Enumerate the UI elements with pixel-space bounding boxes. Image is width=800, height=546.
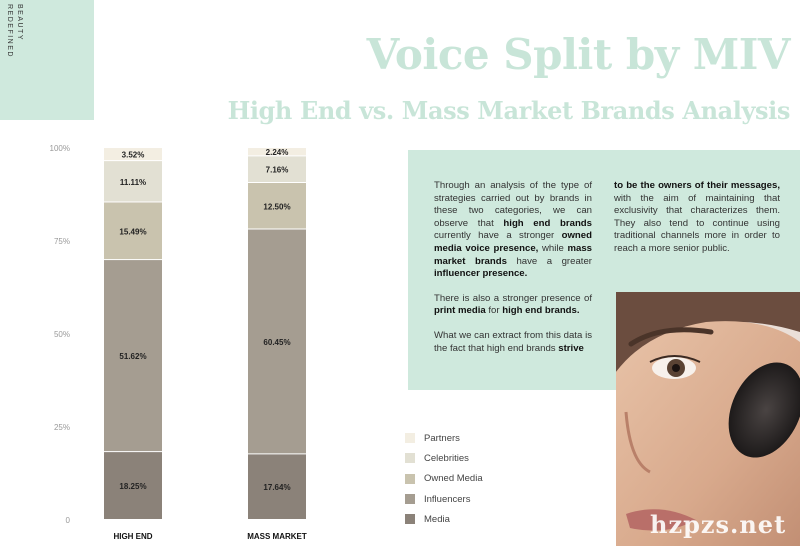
stacked-bar-chart: 0 25% 50% 75% 100% 18.25% 51.62% 15.49% 11.11% 3.… (50, 144, 307, 541)
model-photo (616, 292, 800, 546)
legend-item-influencers: Influencers (405, 489, 483, 509)
legend-label-owned-media: Owned Media (424, 473, 483, 485)
brand-text: BEAUTY REDEFINED (4, 4, 24, 58)
bar-high-end-partners (104, 148, 162, 161)
paragraph-4: to be the owners of their messages, with… (614, 180, 780, 254)
legend-label-celebrities: Celebrities (424, 452, 469, 464)
data-label-mass-market-owned-media: 12.50% (263, 202, 290, 211)
legend-label-media: Media (424, 513, 450, 525)
y-tick-label-75: 75% (54, 237, 70, 246)
data-label-high-end-owned-media: 15.49% (119, 227, 146, 236)
y-tick-label-50: 50% (54, 330, 70, 339)
analysis-column-2: to be the owners of their messages, with… (614, 180, 780, 268)
brand-block: BEAUTY REDEFINED (0, 0, 94, 120)
bar-mass-market-partners (248, 148, 306, 156)
bar-high-end-influencers (104, 260, 162, 452)
legend-swatch-partners (405, 433, 415, 444)
category-label-high-end: HIGH END (113, 532, 152, 541)
data-label-high-end-media: 18.25% (119, 482, 146, 491)
brand-line-2: REDEFINED (6, 4, 13, 58)
category-label-mass-market: MASS MARKET (247, 532, 307, 541)
y-tick-label-0: 0 (66, 516, 71, 525)
bar-mass-market-owned-media (248, 183, 306, 229)
data-label-mass-market-partners: 2.24% (266, 148, 289, 157)
page-title: Voice Split by MIV (366, 30, 791, 79)
legend-item-partners: Partners (405, 428, 483, 448)
legend-swatch-celebrities (405, 453, 415, 464)
legend-label-influencers: Influencers (424, 493, 471, 505)
legend-label-partners: Partners (424, 432, 460, 444)
data-label-high-end-influencers: 51.62% (119, 352, 146, 361)
legend-swatch-influencers (405, 494, 415, 505)
data-label-mass-market-influencers: 60.45% (263, 338, 290, 347)
chart-legend: Partners Celebrities Owned Media Influen… (405, 428, 483, 529)
paragraph-1: Through an analysis of the type of strat… (434, 180, 592, 280)
brand-line-1: BEAUTY (16, 4, 23, 42)
legend-swatch-media (405, 514, 415, 525)
legend-item-media: Media (405, 509, 483, 529)
bar-high-end-celebrities (104, 161, 162, 202)
data-label-mass-market-celebrities: 7.16% (266, 166, 289, 175)
data-label-high-end-partners: 3.52% (122, 151, 145, 160)
bar-mass-market-influencers (248, 229, 306, 454)
paragraph-2: There is also a stronger presence of pri… (434, 292, 592, 317)
watermark: hzpzs.net (650, 510, 787, 539)
data-label-mass-market-media: 17.64% (263, 483, 290, 492)
y-tick-label-100: 100% (50, 144, 70, 153)
y-tick-label-25: 25% (54, 423, 70, 432)
bar-high-end-media (104, 452, 162, 519)
bar-high-end-owned-media (104, 202, 162, 260)
legend-item-celebrities: Celebrities (405, 448, 483, 468)
legend-swatch-owned-media (405, 473, 415, 484)
bar-mass-market-celebrities (248, 156, 306, 183)
paragraph-3: What we can extract from this data is th… (434, 329, 592, 354)
page-subtitle: High End vs. Mass Market Brands Analysis (227, 96, 791, 125)
model-face-image (616, 292, 800, 546)
data-label-high-end-celebrities: 11.11% (120, 178, 146, 187)
analysis-column-1: Through an analysis of the type of strat… (434, 180, 592, 367)
bar-mass-market-media (248, 454, 306, 519)
legend-item-owned-media: Owned Media (405, 469, 483, 489)
